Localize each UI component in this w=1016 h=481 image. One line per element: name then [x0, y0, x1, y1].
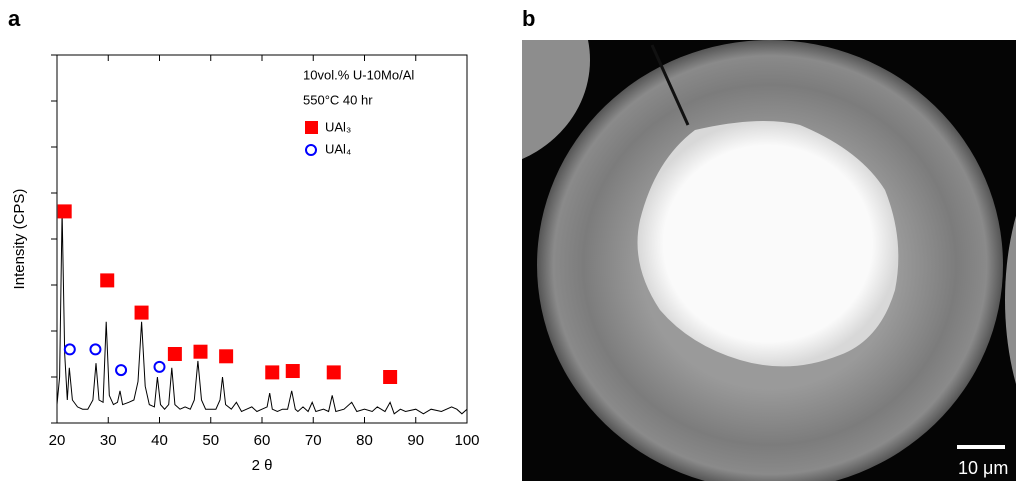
xrd-pattern: [56, 211, 468, 415]
scale-bar-label: 10 μm: [958, 458, 1008, 478]
panel-label: b: [522, 6, 535, 31]
x-tick-label: 100: [454, 432, 479, 449]
x-tick-label: 40: [151, 432, 168, 449]
phase-marker: [153, 360, 166, 373]
legend-swatch: [305, 144, 317, 156]
x-tick-label: 30: [100, 432, 117, 449]
phase-marker: [167, 347, 182, 361]
panel-label: a: [8, 6, 21, 31]
micrograph: 10 μm: [522, 40, 1016, 481]
phase-marker: [383, 370, 398, 384]
x-tick-label: 70: [305, 432, 322, 449]
phase-marker: [89, 343, 102, 356]
x-tick-label: 80: [356, 432, 373, 449]
legend-label: UAl₄: [325, 141, 351, 156]
x-axis-label: 2 θ: [252, 457, 273, 474]
particle-core: [637, 121, 899, 367]
annotation: 550°C 40 hr: [303, 92, 373, 107]
annotation: 10vol.% U-10Mo/Al: [303, 67, 414, 82]
neighbor-particle: [1005, 216, 1016, 384]
phase-marker: [285, 364, 300, 379]
y-axis-label: Intensity (CPS): [11, 189, 28, 290]
x-tick-label: 20: [49, 432, 66, 449]
neighbor-particle: [522, 40, 590, 160]
x-tick-label: 60: [254, 432, 271, 449]
x-tick-label: 90: [407, 432, 424, 449]
phase-marker: [193, 344, 208, 359]
phase-marker: [57, 204, 72, 219]
phase-marker: [134, 305, 149, 320]
x-tick-label: 50: [202, 432, 219, 449]
plot-frame: [56, 54, 468, 424]
phase-marker: [265, 365, 280, 380]
phase-marker: [100, 273, 115, 288]
legend-label: UAl₃: [325, 119, 351, 134]
phase-marker: [219, 349, 234, 364]
phase-marker: [115, 364, 128, 377]
legend-swatch: [305, 121, 318, 134]
crack: [650, 44, 690, 126]
phase-marker: [63, 343, 76, 356]
phase-marker: [326, 365, 341, 380]
